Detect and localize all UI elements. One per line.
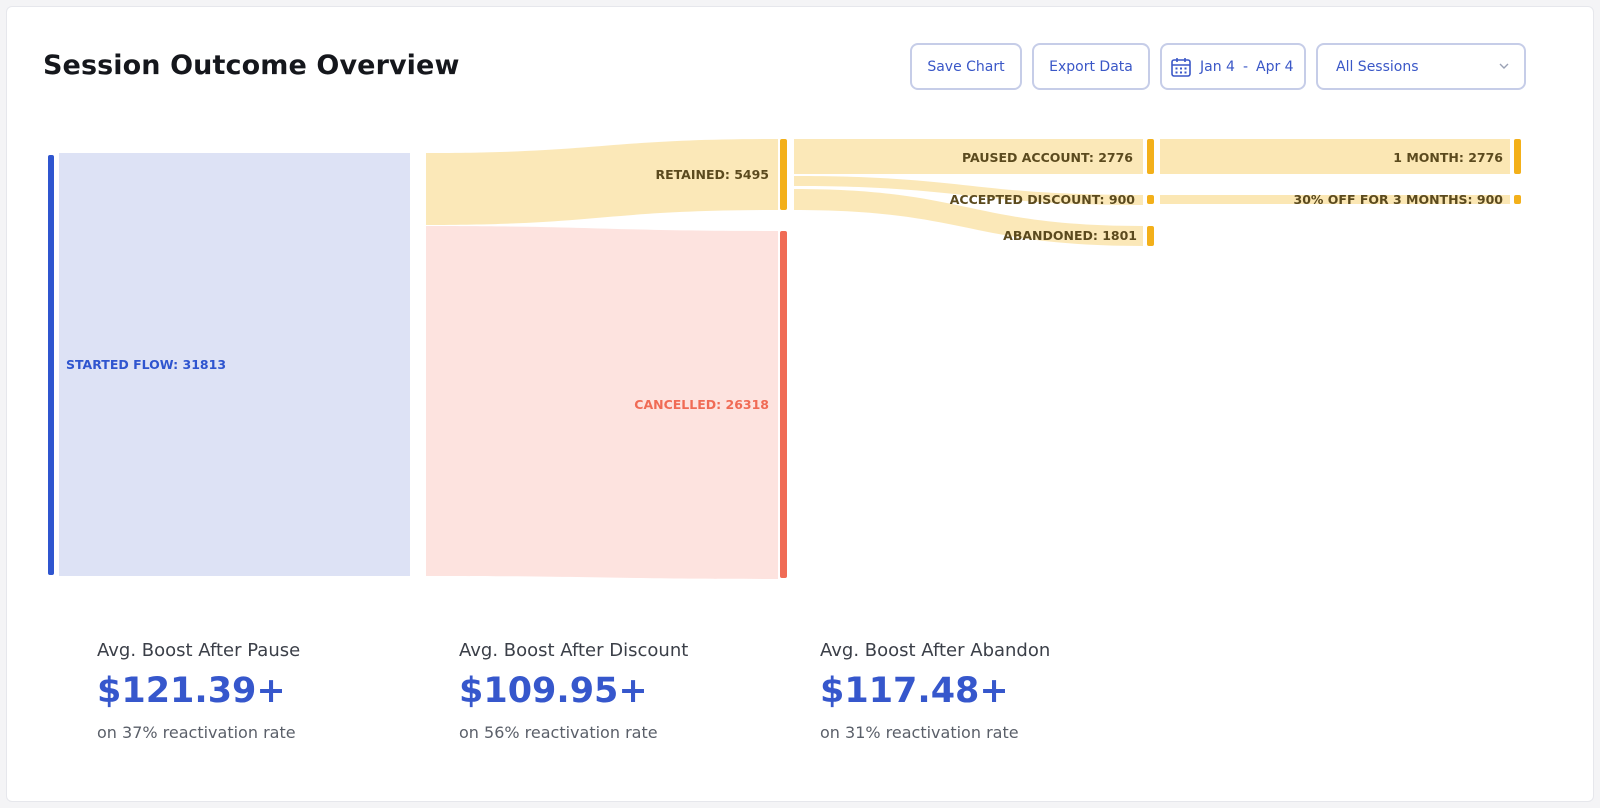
date-start: Jan 4 [1200, 58, 1235, 75]
sankey-node-month [1514, 139, 1521, 174]
sankey-node-started [48, 155, 54, 575]
sankey-node-retained [780, 139, 787, 210]
stat-value: $109.95+ [459, 671, 648, 711]
sankey-node-discount [1147, 195, 1154, 204]
save-chart-button[interactable]: Save Chart [910, 43, 1022, 90]
sankey-label-retained: RETAINED: 5495 [655, 167, 769, 182]
sankey-label-abandoned: ABANDONED: 1801 [1003, 228, 1137, 243]
sankey-link-discount-off [1160, 195, 1510, 204]
sankey-link-started-retained [426, 139, 778, 225]
stat-value: $117.48+ [820, 671, 1009, 711]
stat-label: Avg. Boost After Discount [459, 640, 689, 661]
sankey-node-off [1514, 195, 1521, 204]
sankey-node-paused [1147, 139, 1154, 174]
sankey-link-retained-abandoned [794, 189, 1143, 246]
export-data-button[interactable]: Export Data [1032, 43, 1150, 90]
session-filter-select[interactable]: All Sessions [1316, 43, 1526, 90]
chevron-down-icon [1498, 60, 1510, 72]
stat-discount: Avg. Boost After Discount $109.95+ on 56… [459, 640, 688, 742]
stat-subtext: on 56% reactivation rate [459, 723, 658, 742]
sankey-label-started: STARTED FLOW: 31813 [66, 357, 226, 372]
sankey-label-discount: ACCEPTED DISCOUNT: 900 [950, 192, 1136, 207]
stat-subtext: on 31% reactivation rate [820, 723, 1019, 742]
calendar-icon [1170, 56, 1192, 78]
save-chart-label: Save Chart [927, 58, 1005, 75]
date-separator: - [1242, 58, 1249, 75]
sankey-link-started-cancelled [426, 226, 778, 579]
date-end: Apr 4 [1256, 58, 1294, 75]
export-data-label: Export Data [1049, 58, 1133, 75]
sankey-link-paused-month [1160, 139, 1510, 174]
sankey-node-abandoned [1147, 226, 1154, 246]
sankey-link-retained-discount [794, 176, 1143, 205]
stat-pause: Avg. Boost After Pause $121.39+ on 37% r… [97, 640, 300, 742]
stat-subtext: on 37% reactivation rate [97, 723, 296, 742]
stat-abandon: Avg. Boost After Abandon $117.48+ on 31%… [820, 640, 1050, 742]
session-filter-value: All Sessions [1336, 58, 1419, 75]
sankey-node-cancelled [780, 231, 787, 578]
sankey-label-paused: PAUSED ACCOUNT: 2776 [962, 150, 1133, 165]
sankey-chart: STARTED FLOW: 31813 RETAINED: 5495 CANCELL… [48, 139, 1521, 579]
sankey-link-retained-paused [794, 139, 1143, 174]
sankey-label-off: 30% OFF FOR 3 MONTHS: 900 [1294, 192, 1504, 207]
stat-label: Avg. Boost After Abandon [820, 640, 1051, 661]
date-range-picker[interactable]: Jan 4 - Apr 4 [1160, 43, 1306, 90]
page-title: Session Outcome Overview [43, 50, 460, 81]
sankey-node-started-body [59, 153, 410, 576]
sankey-label-month: 1 MONTH: 2776 [1393, 150, 1503, 165]
stat-label: Avg. Boost After Pause [97, 640, 301, 661]
sankey-label-cancelled: CANCELLED: 26318 [634, 397, 769, 412]
stat-value: $121.39+ [97, 671, 286, 711]
